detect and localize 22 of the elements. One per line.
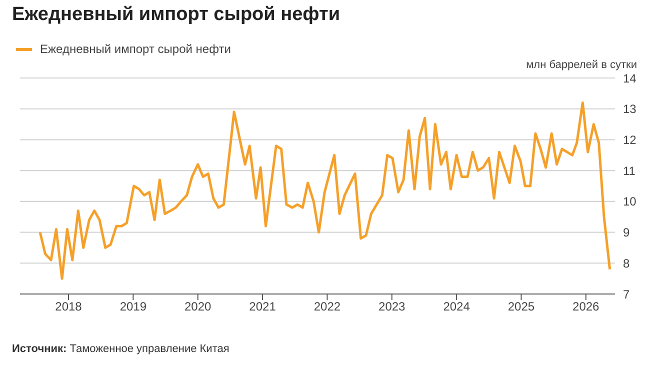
y-tick-label: 14 (623, 71, 637, 86)
y-tick-label: 7 (623, 287, 630, 302)
text: Источник: Таможенное управление Китая (12, 343, 230, 355)
x-tick-label: 2021 (249, 300, 276, 314)
x-tick-label: 2024 (443, 300, 470, 314)
chart-title: Ежедневный импорт сырой нефти (12, 4, 340, 26)
y-tick-label: 10 (623, 194, 637, 209)
x-tick-label: 2023 (378, 300, 406, 314)
y-tick-label: 9 (623, 226, 630, 240)
x-tick-label: 2018 (55, 300, 82, 314)
y-tick-label: 8 (623, 256, 630, 270)
y-tick-label: 12 (623, 132, 637, 147)
y-tick-label: 13 (623, 102, 637, 116)
y-axis-title: млн баррелей в сутки (526, 59, 637, 71)
y-tick-label: 11 (623, 164, 636, 178)
x-tick-label: 2020 (184, 300, 212, 314)
legend-label: Ежедневный импорт сырой нефти (39, 42, 231, 56)
x-tick-label: 2026 (572, 300, 600, 314)
x-tick-label: 2019 (120, 300, 147, 314)
x-tick-label: 2025 (508, 300, 535, 314)
x-tick-label: 2022 (314, 300, 341, 314)
line-series (38, 101, 612, 280)
